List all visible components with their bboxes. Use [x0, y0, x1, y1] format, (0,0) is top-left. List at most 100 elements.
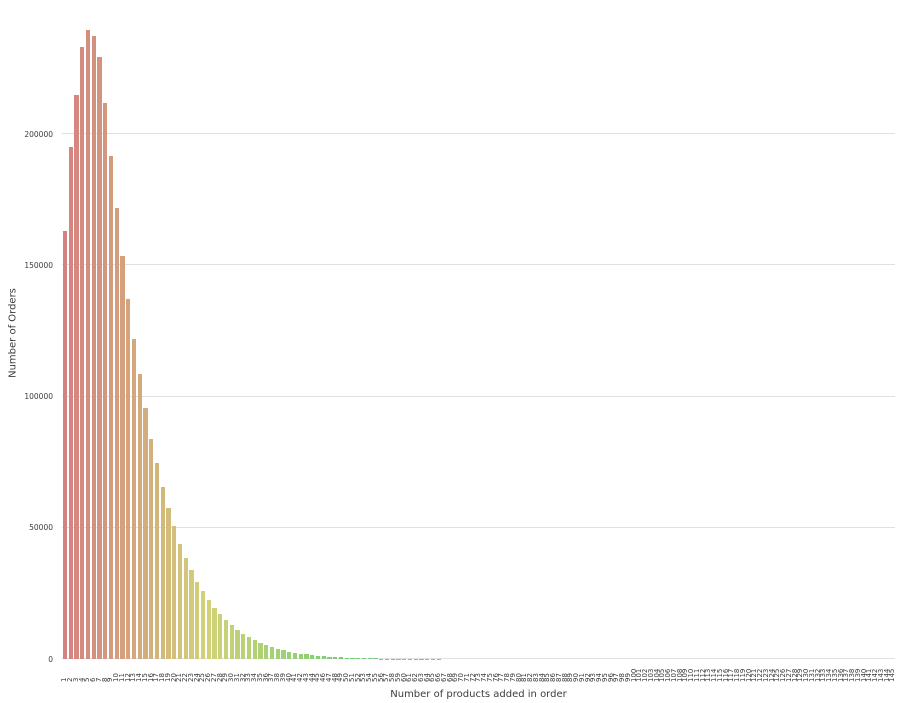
gridline	[62, 658, 895, 659]
bar	[177, 543, 182, 659]
bar-slot	[108, 8, 114, 659]
bar-slot	[194, 8, 200, 659]
bar-slot	[258, 8, 264, 659]
bar-slot	[68, 8, 74, 659]
bar-slot	[327, 8, 333, 659]
bar	[120, 256, 125, 659]
bar-slot	[235, 8, 241, 659]
bar-slot	[430, 8, 436, 659]
bar	[235, 630, 240, 659]
y-axis: 0 50000 100000 150000 200000	[0, 8, 58, 662]
bar-slot	[499, 8, 505, 659]
bar	[212, 607, 217, 659]
bar-slot	[436, 8, 442, 659]
bar	[131, 338, 136, 659]
bar	[264, 645, 269, 659]
bar-slot	[263, 8, 269, 659]
bar-slot	[413, 8, 419, 659]
bar-slot	[378, 8, 384, 659]
bar-slot	[240, 8, 246, 659]
bar-slot	[890, 8, 896, 659]
bar-slot	[401, 8, 407, 659]
bar-slot	[396, 8, 402, 659]
bar	[223, 620, 228, 659]
bars-layer	[62, 8, 895, 659]
bar	[97, 56, 102, 659]
bar-slot	[488, 8, 494, 659]
bar-slot	[246, 8, 252, 659]
bar-slot	[493, 8, 499, 659]
bar	[143, 408, 148, 659]
bar-slot	[223, 8, 229, 659]
bar-slot	[131, 8, 137, 659]
bar	[62, 231, 67, 659]
gridline	[62, 264, 895, 266]
bar	[195, 581, 200, 659]
bar-slot	[298, 8, 304, 659]
bar	[137, 374, 142, 659]
bar	[304, 654, 309, 659]
bar-slot	[269, 8, 275, 659]
bar-slot	[154, 8, 160, 659]
bar	[172, 526, 177, 659]
bar	[218, 614, 223, 659]
bar-slot	[252, 8, 258, 659]
bar-slot	[229, 8, 235, 659]
bar-slot	[120, 8, 126, 659]
x-axis-label: Number of products added in order	[390, 689, 567, 700]
bar-slot	[373, 8, 379, 659]
bar-slot	[97, 8, 103, 659]
bar	[275, 648, 280, 659]
bar	[74, 94, 79, 659]
bar	[281, 650, 286, 659]
bar	[269, 647, 274, 659]
bar-slot	[189, 8, 195, 659]
bar	[327, 656, 332, 659]
bar-slot	[361, 8, 367, 659]
bar-slot	[476, 8, 482, 659]
bar-slot	[183, 8, 189, 659]
bar	[85, 30, 90, 659]
bar-slot	[315, 8, 321, 659]
bar	[298, 653, 303, 659]
bar	[149, 438, 154, 659]
bar-slot	[304, 8, 310, 659]
bar-slot	[125, 8, 131, 659]
bar-slot	[148, 8, 154, 659]
bar	[344, 657, 349, 659]
bar-slot	[177, 8, 183, 659]
bar-slot	[470, 8, 476, 659]
bar	[160, 487, 165, 659]
bar-slot	[91, 8, 97, 659]
bar	[108, 156, 113, 659]
bar	[183, 557, 188, 659]
bar	[379, 658, 384, 659]
gridline	[62, 133, 895, 134]
y-tick-label: 0	[48, 654, 53, 664]
gridline	[62, 526, 895, 528]
y-tick-label: 50000	[29, 523, 53, 532]
bar-slot	[217, 8, 223, 659]
bar-slot	[143, 8, 149, 659]
bar-slot	[332, 8, 338, 659]
bar	[246, 637, 251, 659]
bar-slot	[459, 8, 465, 659]
bar-slot	[275, 8, 281, 659]
y-tick-label: 150000	[24, 260, 53, 270]
bar	[200, 590, 205, 659]
bar-slot	[281, 8, 287, 659]
bar-slot	[200, 8, 206, 659]
bar-slot	[344, 8, 350, 659]
bar-slot	[74, 8, 80, 659]
bar-slot	[171, 8, 177, 659]
bar	[315, 655, 320, 659]
bar	[68, 147, 73, 659]
bar-slot	[79, 8, 85, 659]
x-tick-label: 145	[888, 668, 897, 682]
bar	[373, 658, 378, 659]
bar-slot	[286, 8, 292, 659]
bar	[310, 655, 315, 659]
bar-slot	[350, 8, 356, 659]
bar	[189, 569, 194, 659]
bar	[321, 656, 326, 659]
